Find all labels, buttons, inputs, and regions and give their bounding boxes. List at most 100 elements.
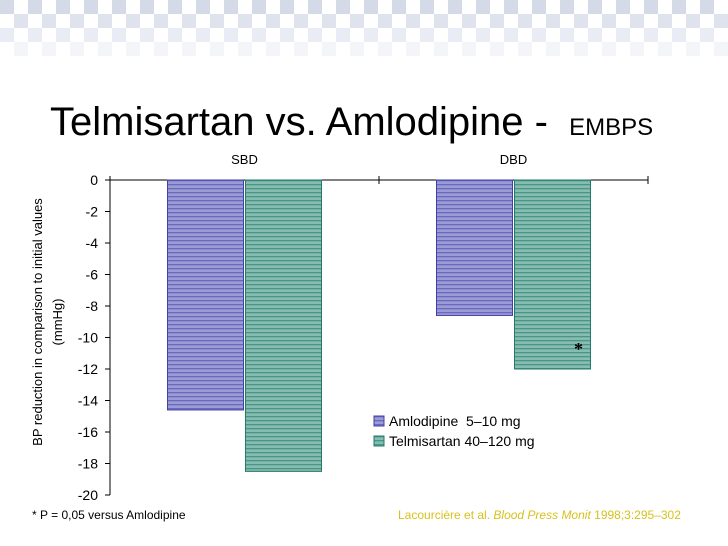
annotations: * <box>574 339 583 359</box>
banner-square <box>434 42 448 56</box>
banner-square <box>686 42 700 56</box>
banner-square <box>448 0 462 14</box>
banner-square <box>322 42 336 56</box>
bar-sbd-amlodipine <box>167 179 244 411</box>
banner-square <box>588 28 602 42</box>
bar-sbd-telmisartan <box>245 179 322 472</box>
banner-square <box>546 14 560 28</box>
banner-square <box>644 0 658 14</box>
banner-square <box>476 0 490 14</box>
banner-square <box>0 0 14 14</box>
banner-square <box>294 42 308 56</box>
banner-square <box>308 28 322 42</box>
y-tick-labels: 0 -2 -4 -6 -8 -10 -12 -14 -16 -18 -20 <box>78 172 98 503</box>
banner-square <box>84 28 98 42</box>
banner-square <box>658 42 672 56</box>
banner-square <box>672 28 686 42</box>
banner-square <box>154 42 168 56</box>
banner-square <box>476 28 490 42</box>
banner-square <box>42 14 56 28</box>
banner-square <box>14 14 28 28</box>
banner-square <box>560 0 574 14</box>
banner-square <box>322 14 336 28</box>
banner-square <box>686 14 700 28</box>
banner-square <box>224 28 238 42</box>
banner-square <box>196 0 210 14</box>
banner-square <box>644 28 658 42</box>
banner-square <box>28 28 42 42</box>
banner-square <box>196 28 210 42</box>
banner-square <box>700 0 714 14</box>
banner-square <box>658 14 672 28</box>
banner-square <box>378 14 392 28</box>
legend-swatch-telmisartan <box>373 435 385 447</box>
banner-square <box>238 42 252 56</box>
banner-square <box>406 42 420 56</box>
banner-square <box>574 42 588 56</box>
legend: Amlodipine 5–10 mg Telmisartan 40–120 mg <box>373 413 535 449</box>
category-label: DBD <box>500 152 527 167</box>
banner-square <box>168 0 182 14</box>
citation-journal: Blood Press Monit <box>493 508 591 522</box>
bar-dbd-amlodipine <box>436 179 513 316</box>
banner-square <box>532 28 546 42</box>
y-tick-label: -4 <box>86 235 99 251</box>
banner-square <box>112 0 126 14</box>
banner-square <box>70 42 84 56</box>
banner-square <box>364 28 378 42</box>
banner-square <box>126 42 140 56</box>
y-axis-label-line2: (mmHg) <box>50 299 65 346</box>
legend-swatch-amlodipine <box>373 415 385 427</box>
banner-square <box>252 28 266 42</box>
y-tick-label: -8 <box>86 298 99 314</box>
bar-dbd-telmisartan <box>514 179 591 370</box>
banner-square <box>294 14 308 28</box>
banner-square <box>308 0 322 14</box>
slide-title-suffix: EMBPS <box>569 114 653 141</box>
banner-square <box>56 28 70 42</box>
y-tick-label: -14 <box>78 393 98 409</box>
banner-square <box>140 0 154 14</box>
y-axis-label: BP reduction in comparison to initial va… <box>30 198 65 446</box>
citation: Lacourcière et al. Blood Press Monit 199… <box>398 508 681 522</box>
banner-square <box>448 28 462 42</box>
slide-title: Telmisartan vs. Amlodipine - EMBPS <box>50 100 653 144</box>
banner-square <box>350 14 364 28</box>
banner-square <box>518 14 532 28</box>
banner-square <box>602 42 616 56</box>
banner-square <box>140 28 154 42</box>
banner-square <box>182 42 196 56</box>
banner-square <box>98 42 112 56</box>
banner-square <box>112 28 126 42</box>
banner-square <box>434 14 448 28</box>
banner-square <box>616 0 630 14</box>
banner-square <box>616 28 630 42</box>
banner-square <box>672 0 686 14</box>
banner-square <box>14 42 28 56</box>
banner-square <box>280 28 294 42</box>
legend-label-amlodipine: Amlodipine 5–10 mg <box>389 413 521 429</box>
banner-square <box>28 0 42 14</box>
banner-square <box>406 14 420 28</box>
banner-square <box>280 0 294 14</box>
banner-square <box>392 28 406 42</box>
banner-square <box>602 14 616 28</box>
banner-square <box>714 14 728 28</box>
banner-square <box>350 42 364 56</box>
y-tick-label: -16 <box>78 424 98 440</box>
banner-square <box>630 14 644 28</box>
footnote: * P = 0,05 versus Amlodipine <box>32 508 186 522</box>
y-tick-label: 0 <box>90 172 98 188</box>
banner-square <box>490 14 504 28</box>
banner-square <box>420 28 434 42</box>
banner-square <box>0 28 14 42</box>
banner-square <box>70 14 84 28</box>
banner-square <box>224 0 238 14</box>
banner-square <box>266 42 280 56</box>
banner-square <box>168 28 182 42</box>
banner-square <box>154 14 168 28</box>
significance-marker: * <box>574 339 583 359</box>
y-tick-label: -20 <box>78 487 98 503</box>
decorative-banner <box>0 0 728 56</box>
